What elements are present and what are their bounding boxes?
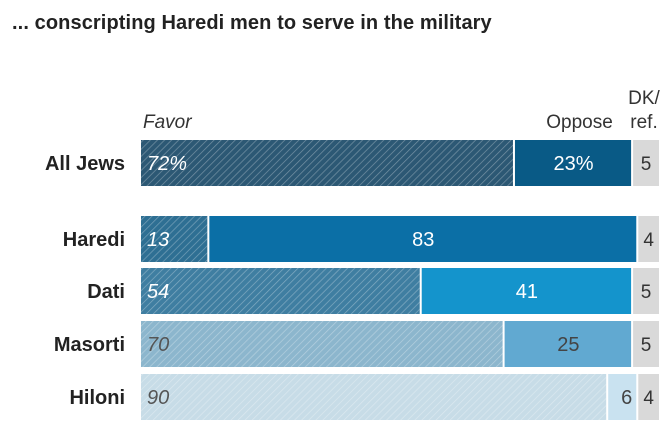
label-dk-hiloni: 4 — [643, 388, 654, 409]
bar-favor-stripes-dati — [141, 268, 420, 314]
bar-favor-stripes-haredi — [141, 216, 208, 262]
category-label-masorti: Masorti — [54, 334, 125, 356]
category-label-hiloni: Hiloni — [69, 387, 125, 409]
label-favor-all-jews: 72% — [147, 153, 187, 175]
category-label-dati: Dati — [87, 281, 125, 303]
category-label-all-jews: All Jews — [45, 153, 125, 175]
bar-favor-stripes-masorti — [141, 321, 503, 367]
bar-oppose-masorti — [504, 321, 632, 367]
chart-title: ... conscripting Haredi men to serve in … — [12, 12, 492, 34]
label-favor-haredi: 13 — [147, 229, 169, 251]
label-oppose-masorti: 25 — [557, 334, 579, 356]
label-oppose-all-jews: 23% — [554, 153, 594, 175]
bar-dk-haredi — [638, 216, 659, 262]
bar-oppose-all-jews — [514, 140, 632, 186]
bar-favor-stripes-hiloni — [141, 374, 607, 420]
bar-dk-masorti — [633, 321, 659, 367]
legend-favor: Favor — [143, 112, 192, 133]
bar-oppose-dati — [421, 268, 632, 314]
label-dk-haredi: 4 — [643, 230, 654, 251]
label-favor-hiloni: 90 — [147, 387, 169, 409]
label-favor-dati: 54 — [147, 281, 169, 303]
legend-dk-line1: DK/ — [628, 88, 660, 109]
legend-oppose: Oppose — [546, 112, 613, 133]
label-dk-masorti: 5 — [641, 335, 652, 356]
bar-oppose-hiloni — [608, 374, 637, 420]
legend-dk-line2: ref. — [630, 112, 657, 133]
label-dk-dati: 5 — [641, 282, 652, 303]
bar-dk-hiloni — [638, 374, 659, 420]
bar-dk-dati — [633, 268, 659, 314]
label-favor-masorti: 70 — [147, 334, 169, 356]
label-oppose-dati: 41 — [516, 281, 538, 303]
bar-dk-all-jews — [633, 140, 659, 186]
label-oppose-hiloni: 6 — [621, 387, 632, 409]
category-label-haredi: Haredi — [63, 229, 125, 251]
label-oppose-haredi: 83 — [412, 229, 434, 251]
bar-favor-stripes-all-jews — [141, 140, 513, 186]
bar-oppose-haredi — [209, 216, 637, 262]
label-dk-all-jews: 5 — [641, 154, 652, 175]
